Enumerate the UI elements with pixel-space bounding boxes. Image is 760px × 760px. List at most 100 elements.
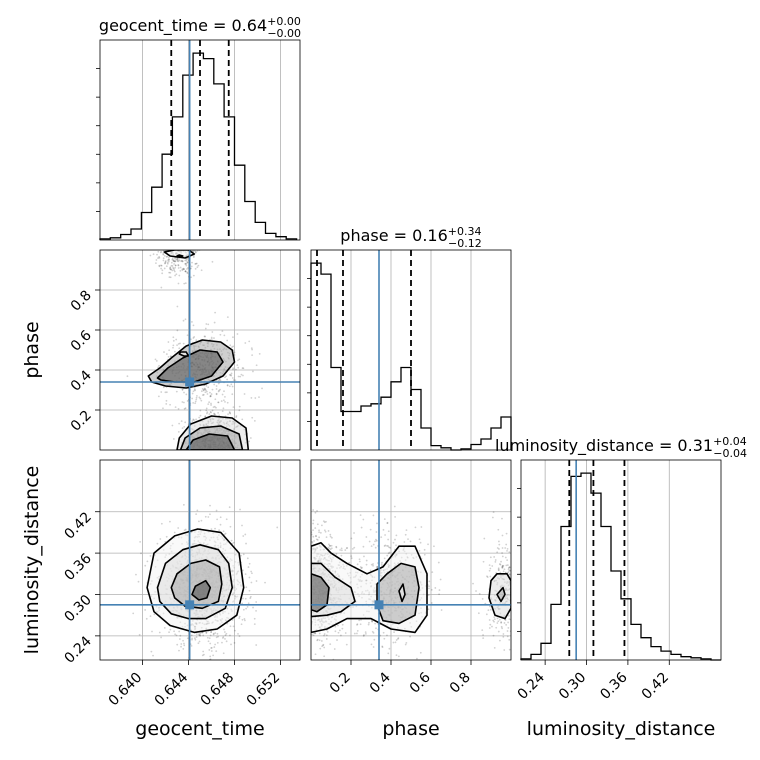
sample-point — [437, 561, 440, 564]
sample-point — [158, 364, 160, 367]
sample-point — [379, 634, 382, 637]
sample-point — [160, 391, 163, 393]
sample-point — [206, 412, 208, 415]
sample-point — [245, 542, 247, 545]
sample-point — [497, 568, 500, 571]
sample-point — [505, 564, 508, 567]
sample-point — [312, 522, 315, 525]
sample-point — [184, 407, 187, 410]
sample-point — [175, 258, 178, 261]
sample-point — [211, 409, 214, 412]
sample-point — [205, 323, 208, 325]
sample-point — [498, 618, 501, 621]
sample-point — [503, 568, 506, 571]
sample-point — [230, 372, 233, 375]
panel-frame — [99, 459, 301, 661]
sample-point — [177, 282, 180, 285]
sample-point — [198, 396, 201, 399]
sample-point — [154, 358, 157, 361]
sample-point — [337, 631, 340, 634]
sample-point — [431, 571, 434, 574]
sample-point — [166, 262, 169, 265]
sample-point — [344, 549, 347, 551]
sample-point — [186, 261, 189, 264]
sample-point — [318, 531, 320, 534]
sample-point — [176, 259, 179, 261]
sample-point — [375, 539, 378, 542]
sample-point — [356, 563, 359, 566]
sample-point — [495, 626, 498, 629]
sample-point — [492, 619, 495, 622]
sample-point — [314, 527, 317, 529]
sample-point — [145, 617, 148, 620]
sample-point — [322, 520, 325, 523]
sample-point — [172, 339, 175, 342]
sample-point — [194, 267, 197, 270]
sample-point — [236, 364, 239, 367]
sample-point — [497, 569, 500, 572]
sample-point — [491, 625, 493, 628]
sample-point — [168, 259, 170, 261]
sample-point — [341, 627, 344, 630]
sample-point — [195, 418, 197, 421]
sample-point — [169, 268, 171, 270]
x-tick-label: 0.4 — [367, 669, 394, 696]
sample-point — [175, 390, 178, 393]
sample-point — [172, 260, 175, 262]
sample-point — [312, 509, 315, 511]
sample-point — [485, 613, 488, 616]
sample-point — [246, 557, 249, 560]
sample-point — [313, 540, 315, 542]
sample-point — [132, 612, 135, 615]
sample-point — [173, 270, 176, 273]
sample-point — [192, 274, 195, 277]
sample-point — [168, 258, 170, 261]
sample-point — [243, 393, 246, 395]
sample-point — [383, 637, 386, 640]
sample-point — [198, 640, 201, 643]
sample-point — [383, 518, 386, 521]
sample-point — [500, 560, 502, 563]
sample-point — [418, 549, 421, 552]
sample-point — [439, 578, 442, 581]
sample-point — [183, 401, 185, 404]
sample-point — [209, 395, 212, 398]
sample-point — [361, 566, 363, 569]
sample-point — [224, 376, 226, 379]
x-axis-label-phase: phase — [382, 718, 439, 740]
contour-line — [191, 579, 212, 601]
sample-point — [496, 622, 499, 624]
sample-point — [172, 346, 174, 349]
sample-point — [169, 271, 172, 274]
sample-point — [135, 573, 137, 576]
sample-point — [198, 634, 201, 637]
sample-point — [241, 618, 244, 621]
sample-point — [193, 386, 196, 389]
sample-point — [329, 535, 332, 538]
sample-point — [433, 545, 435, 548]
sample-point — [160, 264, 162, 267]
sample-point — [339, 634, 342, 637]
sample-point — [174, 266, 177, 269]
sample-point — [363, 555, 365, 558]
sample-point — [330, 544, 333, 547]
sample-point — [179, 266, 182, 269]
sample-point — [169, 268, 172, 271]
contour-line — [185, 433, 236, 450]
sample-point — [249, 437, 252, 439]
sample-point — [194, 638, 197, 641]
sample-point — [213, 413, 216, 416]
sample-point — [222, 399, 225, 402]
sample-point — [159, 538, 162, 540]
sample-point — [210, 393, 213, 395]
sample-point — [370, 643, 373, 646]
sample-point — [508, 551, 511, 554]
sample-point — [208, 637, 211, 640]
panel-frame — [310, 459, 512, 661]
sample-point — [387, 545, 389, 547]
sample-point — [185, 264, 188, 267]
sample-point — [168, 631, 170, 634]
sample-point — [498, 639, 501, 642]
sample-point — [507, 571, 510, 573]
x-axis-label-luminosity_distance: luminosity_distance — [527, 718, 716, 740]
